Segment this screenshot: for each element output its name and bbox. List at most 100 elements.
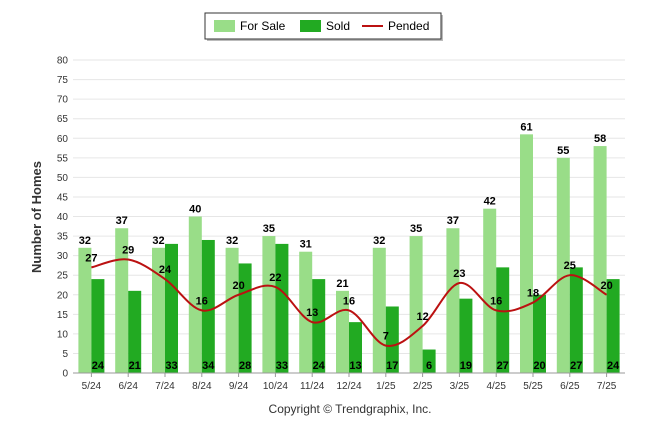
data-label-pended: 16	[490, 295, 502, 307]
bar-sold	[128, 290, 142, 373]
bar-for-sale	[446, 228, 460, 373]
x-tick-label: 4/25	[486, 381, 506, 392]
legend-swatch-sold	[300, 20, 321, 32]
bar-sold	[606, 279, 620, 373]
y-tick-label: 5	[62, 349, 68, 360]
bar-for-sale	[115, 228, 129, 373]
data-label-for-sale: 31	[300, 239, 312, 251]
x-tick-label: 10/24	[263, 381, 288, 392]
bar-for-sale	[372, 247, 386, 373]
y-tick-label: 60	[57, 134, 69, 145]
data-label-pended: 27	[85, 252, 97, 264]
legend: For Sale Sold Pended	[204, 12, 443, 41]
data-label-for-sale: 21	[336, 278, 348, 290]
data-label-sold: 34	[202, 360, 215, 372]
y-tick-label: 40	[57, 212, 69, 223]
data-label-for-sale: 32	[226, 235, 238, 247]
data-label-for-sale: 32	[79, 235, 91, 247]
y-tick-label: 30	[57, 251, 69, 262]
y-tick-label: 75	[57, 75, 69, 86]
data-label-for-sale: 35	[410, 223, 422, 235]
bar-for-sale	[483, 208, 497, 373]
y-tick-label: 0	[62, 369, 68, 380]
data-label-for-sale: 32	[373, 235, 385, 247]
data-labels: 32 24 37 21 32 33 40 34 32 28 35 33 31 24 21 13 32 17 35 6 3…	[79, 121, 620, 372]
data-label-sold: 24	[313, 360, 326, 372]
data-label-sold: 27	[497, 360, 509, 372]
x-tick-label: 1/25	[376, 381, 396, 392]
bar-for-sale	[409, 236, 423, 373]
data-label-sold: 6	[426, 360, 432, 372]
y-tick-label: 10	[57, 329, 69, 340]
pended-line	[91, 258, 608, 347]
data-label-pended: 16	[196, 295, 208, 307]
bar-for-sale	[225, 247, 239, 373]
x-tick-label: 6/25	[560, 381, 580, 392]
bar-for-sale	[152, 247, 165, 373]
data-label-pended: 20	[232, 280, 244, 292]
data-label-sold: 28	[239, 360, 251, 372]
data-label-for-sale: 37	[447, 215, 459, 227]
y-tick-label: 80	[57, 56, 69, 67]
data-label-for-sale: 35	[263, 223, 275, 235]
data-label-for-sale: 42	[484, 196, 496, 208]
data-label-pended: 24	[159, 264, 172, 276]
bar-for-sale	[299, 251, 313, 373]
bar-sold	[201, 239, 215, 373]
y-axis-label: Number of Homes	[29, 161, 44, 273]
data-label-sold: 33	[165, 360, 177, 372]
data-label-pended: 12	[416, 311, 428, 323]
legend-label-for-sale: For Sale	[240, 19, 286, 33]
bar-sold	[349, 322, 362, 373]
data-label-pended: 22	[269, 272, 281, 284]
bar-sold	[496, 267, 510, 373]
data-label-pended: 29	[122, 245, 134, 257]
data-label-sold: 20	[533, 360, 545, 372]
x-tick-label: 7/25	[597, 381, 617, 392]
bar-for-sale	[262, 236, 276, 373]
x-tick-label: 11/24	[300, 381, 325, 392]
data-label-for-sale: 61	[520, 121, 532, 133]
data-label-for-sale: 37	[116, 215, 128, 227]
data-label-pended: 20	[600, 280, 612, 292]
bar-sold	[533, 294, 546, 373]
x-tick-label: 6/24	[118, 381, 138, 392]
pended-line-layer	[91, 258, 608, 347]
legend-swatch-for-sale	[214, 20, 235, 32]
x-tick-label: 7/24	[155, 381, 175, 392]
data-label-for-sale: 32	[152, 235, 164, 247]
y-tick-label: 50	[57, 173, 69, 184]
x-tick-label: 12/24	[336, 381, 361, 392]
bar-sold	[422, 349, 436, 373]
x-tick-label: 9/24	[229, 381, 249, 392]
data-label-for-sale: 55	[557, 145, 569, 157]
data-label-sold: 19	[460, 360, 472, 372]
bar-for-sale	[556, 157, 570, 373]
bar-sold	[385, 306, 399, 373]
data-label-pended: 25	[564, 260, 576, 272]
bar-sold	[459, 298, 473, 373]
data-label-sold: 33	[276, 360, 288, 372]
y-tick-label: 35	[57, 232, 69, 243]
bar-for-sale	[593, 146, 607, 373]
data-label-pended: 18	[527, 288, 539, 300]
x-tick-label: 2/25	[413, 381, 433, 392]
bars	[78, 134, 620, 373]
data-label-sold: 24	[607, 360, 620, 372]
data-label-sold: 24	[92, 360, 105, 372]
y-axis: 0 5 10 15 20 25 30 35 40 45 50 55 60 65 70 75 80	[57, 56, 69, 380]
data-label-sold: 27	[570, 360, 582, 372]
y-tick-label: 70	[57, 95, 69, 106]
y-tick-label: 55	[57, 153, 69, 164]
x-axis: 5/24 6/24 7/24 8/24 9/24 10/24 11/24 12/24 1/25 2…	[73, 372, 625, 392]
x-tick-label: 3/25	[450, 381, 470, 392]
bar-for-sale	[188, 216, 202, 373]
bar-for-sale	[520, 134, 533, 373]
y-tick-label: 20	[57, 290, 69, 301]
bar-sold	[275, 243, 289, 373]
y-tick-label: 25	[57, 271, 69, 282]
x-tick-label: 5/25	[523, 381, 543, 392]
legend-label-sold: Sold	[326, 19, 350, 33]
data-label-sold: 13	[349, 360, 361, 372]
